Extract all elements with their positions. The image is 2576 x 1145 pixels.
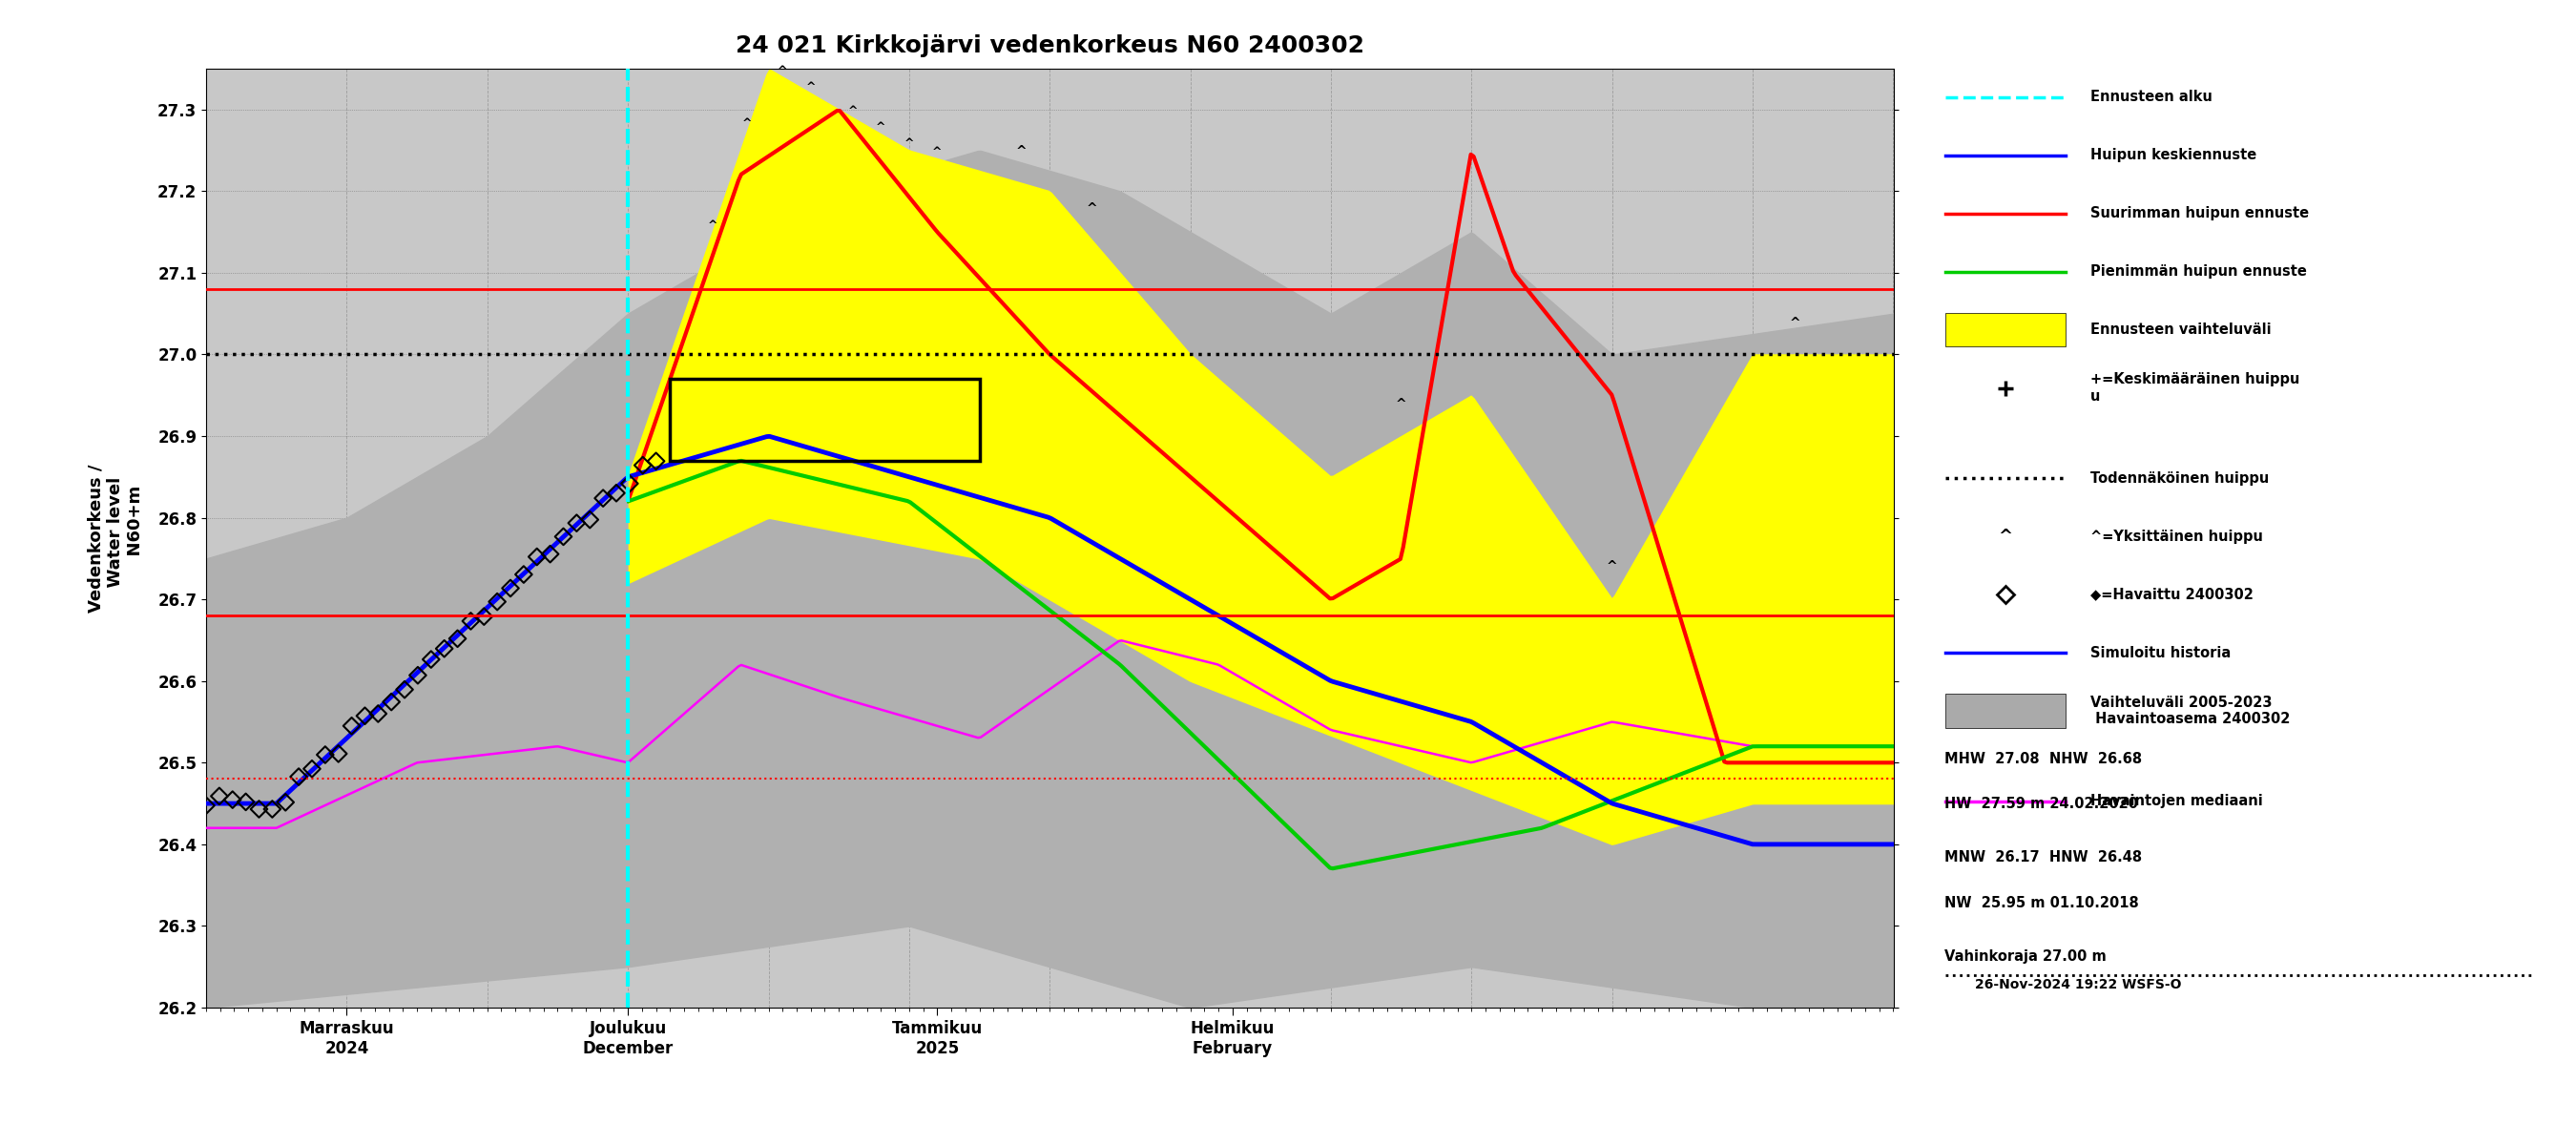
Point [224,792,265,811]
Text: ^=Yksittäinen huippu: ^=Yksittäinen huippu [2089,529,2262,544]
FancyBboxPatch shape [1945,694,2066,728]
Text: ◆=Havaittu 2400302: ◆=Havaittu 2400302 [2089,587,2254,602]
Point [464,607,505,625]
Point [569,511,611,529]
Point [410,650,451,669]
Point [608,474,649,492]
Point [515,547,556,566]
Text: Simuloitu historia: Simuloitu historia [2089,646,2231,660]
Text: MNW  26.17  HNW  26.48: MNW 26.17 HNW 26.48 [1945,851,2143,864]
Text: ^: ^ [1607,560,1618,574]
Text: 26-Nov-2024 19:22 WSFS-O: 26-Nov-2024 19:22 WSFS-O [1976,978,2182,992]
Text: ^: ^ [1087,203,1097,215]
FancyBboxPatch shape [1945,313,2066,347]
Point [397,666,438,685]
Text: ^: ^ [1790,317,1801,330]
Point [317,744,358,763]
Point [636,452,677,471]
Point [489,579,531,598]
Text: Todennäköinen huippu: Todennäköinen huippu [2089,471,2269,485]
Text: +=Keskimääräinen huippu
u: +=Keskimääräinen huippu u [2089,372,2300,403]
Point [384,680,425,698]
Point [502,566,544,584]
Text: Vahinkoraja 27.00 m: Vahinkoraja 27.00 m [1945,949,2107,963]
Text: ^: ^ [848,105,858,118]
Text: Ennusteen alku: Ennusteen alku [2089,89,2213,104]
Point [531,545,572,563]
Text: ^: ^ [708,220,716,232]
Point [332,717,374,735]
Text: MHW  27.08  NHW  26.68: MHW 27.08 NHW 26.68 [1945,752,2143,766]
Point [595,484,636,503]
Point [278,767,319,785]
Text: Pienimmän huipun ennuste: Pienimmän huipun ennuste [2089,264,2306,278]
Point [198,787,240,805]
Point [544,528,585,546]
Point [451,611,492,630]
Point [477,593,518,611]
Text: Ennusteen vaihteluväli: Ennusteen vaihteluväli [2089,323,2272,337]
Title: 24 021 Kirkkojärvi vedenkorkeus N60 2400302: 24 021 Kirkkojärvi vedenkorkeus N60 2400… [734,34,1365,57]
Text: ^: ^ [1999,528,2012,545]
Text: Havaintojen mediaani: Havaintojen mediaani [2089,795,2262,808]
Point [291,759,332,777]
Text: NW  25.95 m 01.10.2018: NW 25.95 m 01.10.2018 [1945,895,2138,910]
Point [304,745,345,764]
Point [265,793,307,812]
Text: ^: ^ [806,81,817,93]
Text: ^: ^ [904,137,914,150]
Text: Vaihteluväli 2005-2023
 Havaintoasema 2400302: Vaihteluväli 2005-2023 Havaintoasema 240… [2089,695,2290,726]
Point [240,800,281,819]
Text: ^: ^ [1015,145,1028,158]
Text: ^: ^ [1396,398,1406,411]
Point [556,514,598,532]
Text: Suurimman huipun ennuste: Suurimman huipun ennuste [2089,206,2308,221]
Text: HW  27.59 m 24.02.2020: HW 27.59 m 24.02.2020 [1945,797,2138,812]
Point [345,706,386,725]
Point [371,693,412,711]
Point [623,456,665,474]
Point [358,704,399,722]
Y-axis label: Vedenkorkeus /
  Water level
      N60+m: Vedenkorkeus / Water level N60+m [88,464,144,613]
Point [252,800,294,819]
Bar [670,379,979,460]
Text: ^: ^ [933,147,943,158]
Point [211,790,252,808]
Point [422,639,464,657]
Text: ^: ^ [778,64,788,77]
Point [438,630,479,648]
Point [185,797,227,815]
Text: Huipun keskiennuste: Huipun keskiennuste [2089,148,2257,163]
Point [582,489,623,507]
Text: ^: ^ [876,121,886,134]
Text: ^: ^ [742,118,752,129]
